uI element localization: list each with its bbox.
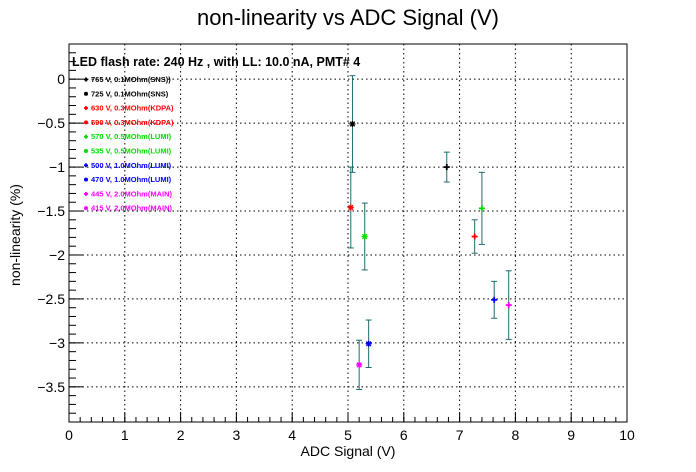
x-axis-title: ADC Signal (V) <box>301 443 396 459</box>
legend-label: 470 V, 1.0MOhm(LUMI) <box>91 175 172 184</box>
legend-label: 500 V, 1.0MOhm(LUMI) <box>91 161 172 170</box>
legend-item: 470 V, 1.0MOhm(LUMI) <box>84 175 172 184</box>
data-point <box>349 75 356 173</box>
data-point <box>365 319 372 368</box>
legend-item: 590 V, 0.3MOhm(KDPA) <box>84 118 174 127</box>
legend-item: 445 V, 2.0MOhm(MAIN) <box>84 189 172 198</box>
legend-item: 500 V, 1.0MOhm(LUMI) <box>84 161 172 170</box>
legend-label: 590 V, 0.3MOhm(KDPA) <box>91 118 174 127</box>
x-tick-label: 3 <box>233 427 241 443</box>
x-tick-label: 5 <box>344 427 352 443</box>
legend-label: 725 V, 0.1MOhm(SNS) <box>91 89 169 98</box>
legend-label: 630 V, 0.3MOhm(KDPA) <box>91 104 174 113</box>
data-points <box>347 75 512 390</box>
marker-stroke <box>84 91 88 96</box>
y-tick-label: −1.5 <box>37 203 65 219</box>
x-tick-label: 7 <box>456 427 464 443</box>
data-point <box>491 280 498 319</box>
legend-item: 725 V, 0.1MOhm(SNS) <box>84 89 169 98</box>
y-tick-label: 0 <box>57 71 65 87</box>
y-tick-label: −1 <box>49 159 65 175</box>
x-tick-label: 2 <box>177 427 185 443</box>
x-tick-label: 0 <box>65 427 73 443</box>
data-point <box>505 270 512 340</box>
legend-label: 415 V, 2.0MOhm(MAIN) <box>91 204 172 213</box>
marker-stroke <box>84 120 88 125</box>
legend-item: 570 V, 0.5MOhm(LUMI) <box>84 132 172 141</box>
marker-stroke <box>348 204 354 211</box>
data-point <box>347 166 354 249</box>
data-point <box>356 339 363 390</box>
y-tick-label: −0.5 <box>37 115 65 131</box>
x-tick-label: 9 <box>567 427 575 443</box>
chart-title: non-linearity vs ADC Signal (V) <box>197 5 499 30</box>
legend-item: 765 V, 0.1MOhm(SNS)) <box>84 75 171 84</box>
run-annotation: LED flash rate: 240 Hz , with LL: 10.0 n… <box>72 55 360 69</box>
legend-label: 765 V, 0.1MOhm(SNS)) <box>91 75 171 84</box>
x-tick-label: 10 <box>619 427 635 443</box>
data-point <box>471 219 478 254</box>
legend: 765 V, 0.1MOhm(SNS)) 725 V, 0.1MOhm(SNS) 6… <box>84 75 174 213</box>
marker-stroke <box>84 206 88 211</box>
legend-item: 535 V, 0.5MOhm(LUMI) <box>84 147 172 156</box>
axis-ticks <box>68 43 628 423</box>
legend-item: 415 V, 2.0MOhm(MAIN) <box>84 204 172 213</box>
marker-stroke <box>356 362 362 368</box>
tick-labels: 0 1 2 3 4 5 6 7 8 9 10 0 −0.5 −1 −1.5 −2 −2.5 −3 −3.5 <box>37 71 635 443</box>
x-tick-label: 4 <box>288 427 296 443</box>
marker-stroke <box>84 149 88 153</box>
x-tick-label: 8 <box>512 427 520 443</box>
marker-stroke <box>349 121 356 127</box>
y-tick-label: −2 <box>49 247 65 263</box>
marker-stroke <box>84 177 88 182</box>
y-axis-title: non-linearity (%) <box>7 184 23 286</box>
grid <box>69 44 627 422</box>
x-tick-label: 1 <box>121 427 129 443</box>
y-tick-label: −2.5 <box>37 291 65 307</box>
legend-label: 445 V, 2.0MOhm(MAIN) <box>91 189 172 198</box>
y-tick-label: −3 <box>49 335 65 351</box>
data-point <box>478 171 485 245</box>
legend-label: 570 V, 0.5MOhm(LUMI) <box>91 132 172 141</box>
marker-stroke <box>365 341 372 347</box>
data-point <box>361 202 368 271</box>
x-tick-label: 6 <box>400 427 408 443</box>
y-tick-label: −3.5 <box>37 379 65 395</box>
marker-stroke <box>362 233 368 240</box>
legend-item: 630 V, 0.3MOhm(KDPA) <box>84 104 174 113</box>
data-point <box>443 151 450 183</box>
legend-label: 535 V, 0.5MOhm(LUMI) <box>91 147 172 156</box>
